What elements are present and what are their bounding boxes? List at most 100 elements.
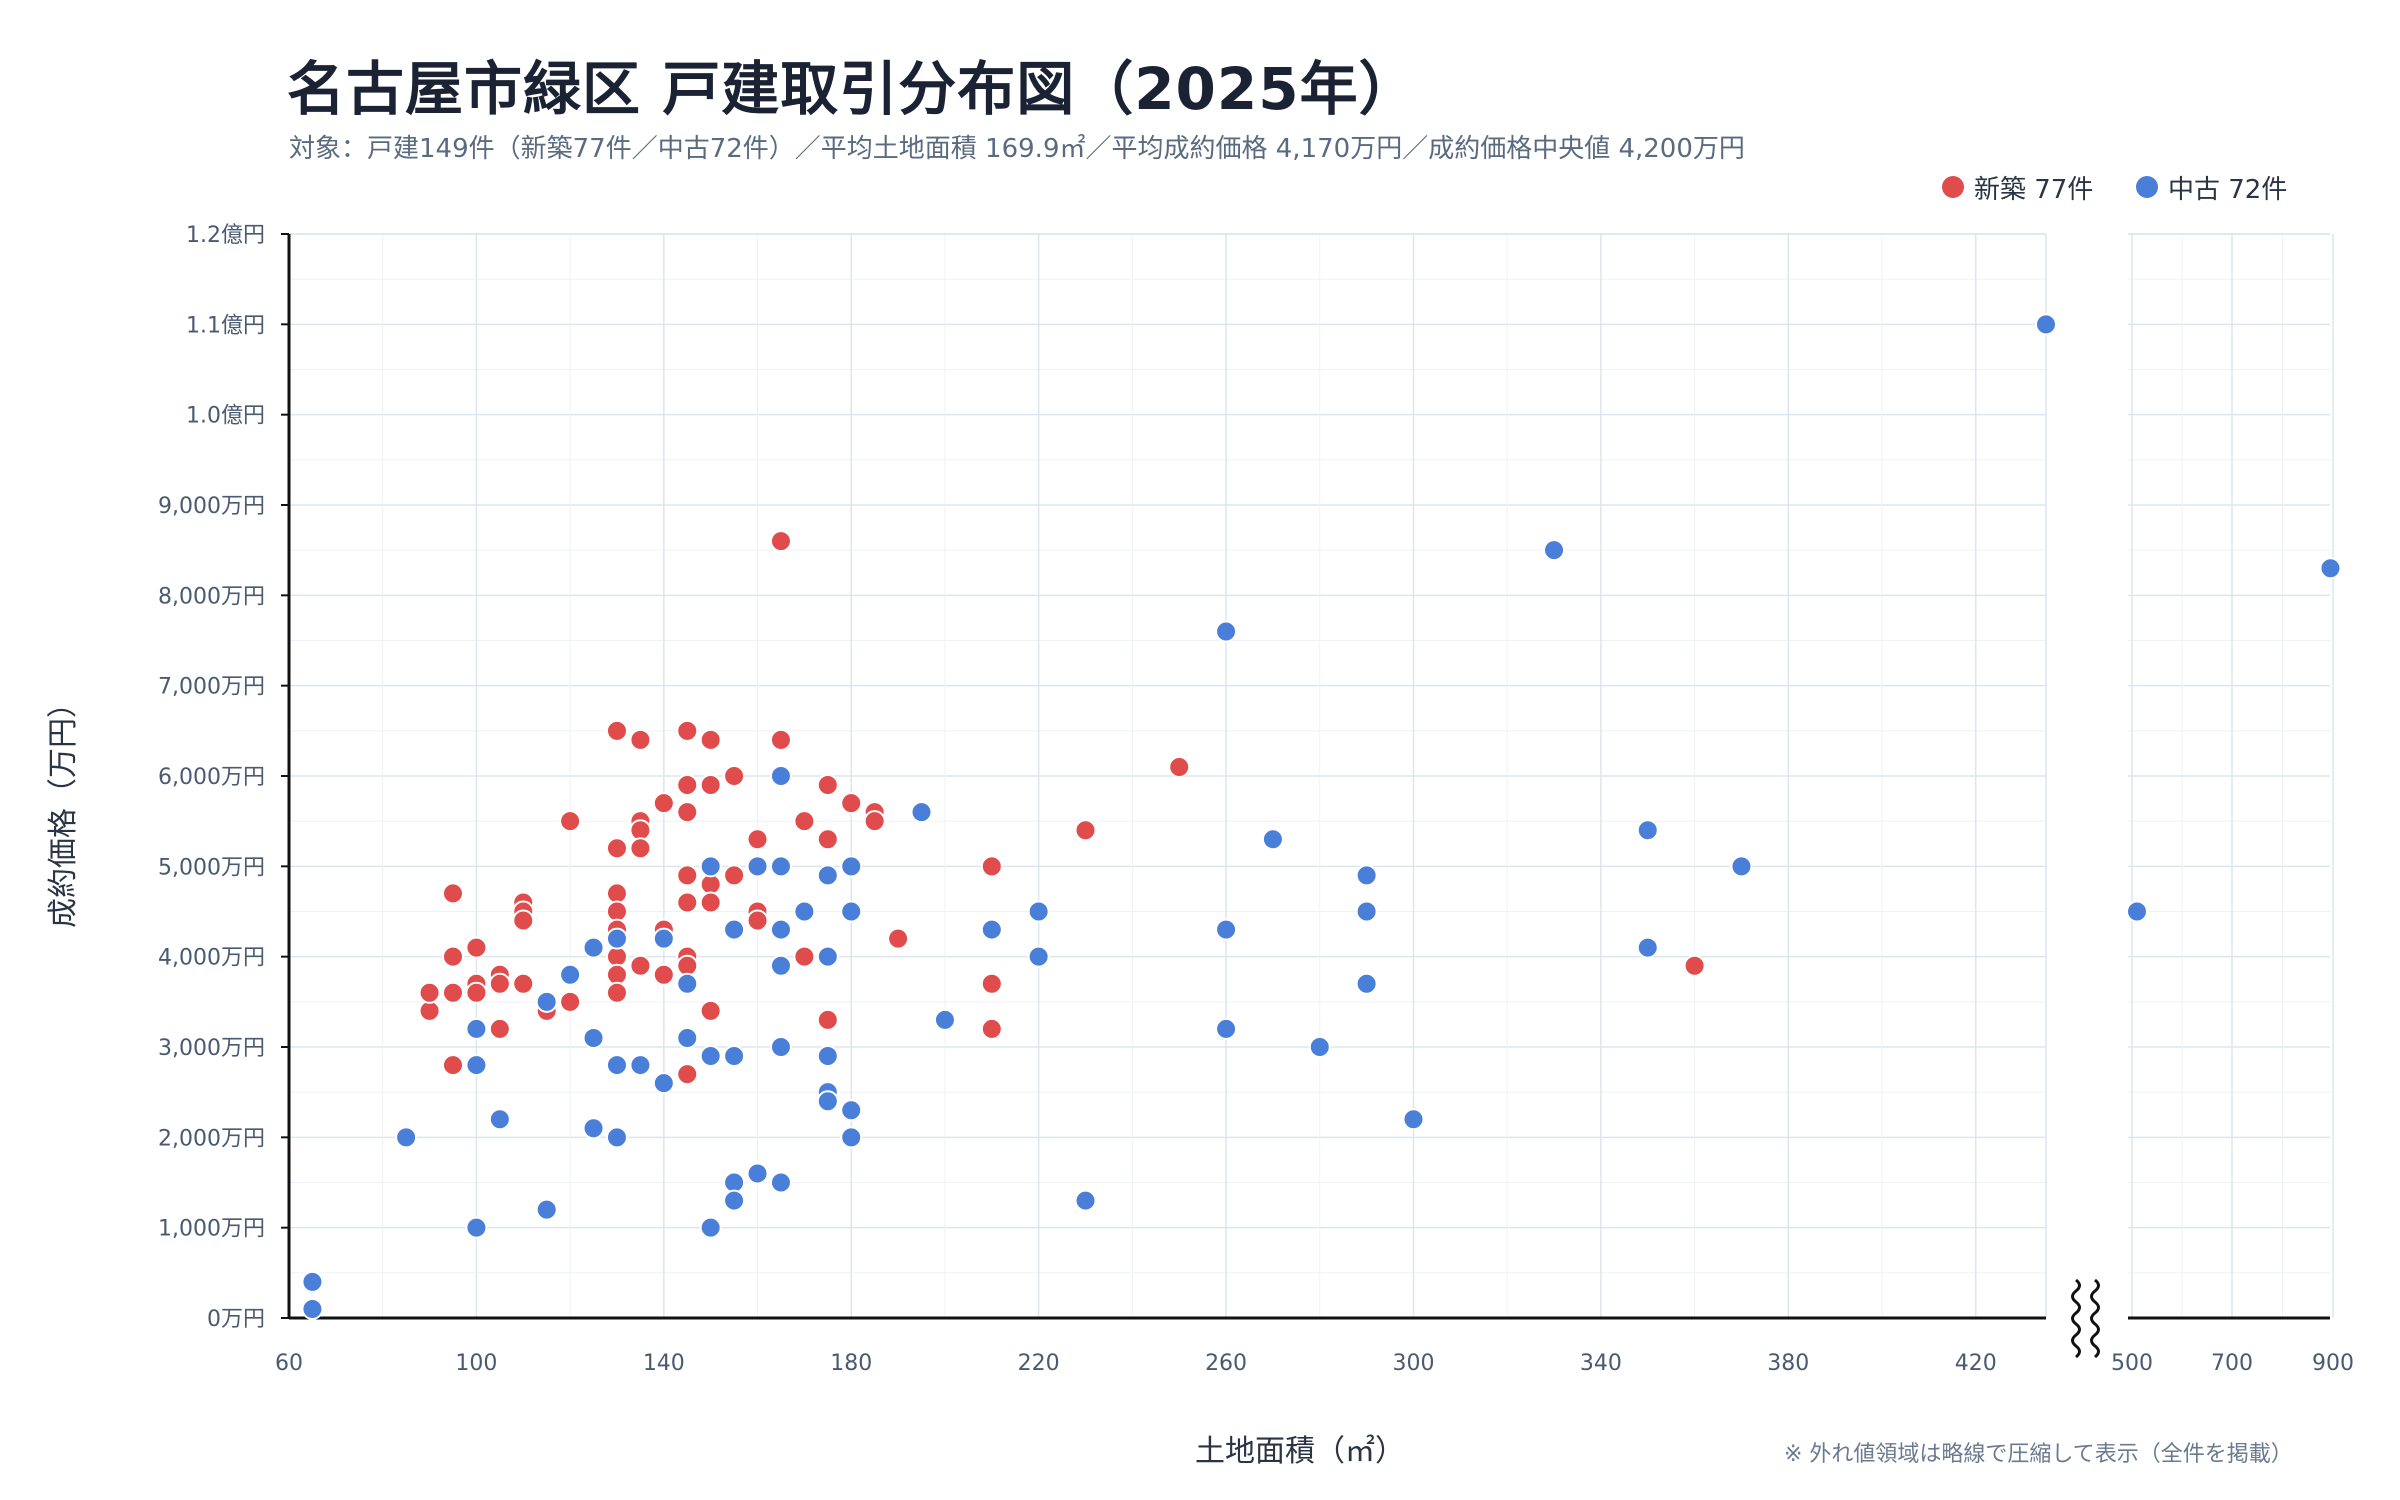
point-new [629, 837, 652, 860]
point-new [699, 891, 722, 914]
point-used [699, 855, 722, 878]
point-new [980, 972, 1003, 995]
point-used [1355, 900, 1378, 923]
point-used [1215, 620, 1238, 643]
y-tick-label: 6,000万円 [158, 765, 265, 790]
point-new [723, 864, 746, 887]
point-used [1543, 539, 1566, 562]
point-new [441, 882, 464, 905]
point-new [418, 981, 441, 1004]
point-new [699, 728, 722, 751]
point-used [1355, 972, 1378, 995]
point-new [816, 1008, 839, 1031]
point-used [488, 1108, 511, 1131]
point-used [699, 1216, 722, 1239]
legend-item-used[interactable]: 中古 72件 [2136, 170, 2287, 205]
point-new [1683, 954, 1706, 977]
point-used [933, 1008, 956, 1031]
point-new [488, 972, 511, 995]
point-used [605, 927, 628, 950]
x-axis-label: 土地面積（㎡） [1195, 1434, 1405, 1469]
point-used [676, 1026, 699, 1049]
point-used [1636, 819, 1659, 842]
point-used [723, 1189, 746, 1212]
point-used [559, 963, 582, 986]
point-new [512, 909, 535, 932]
point-used [746, 1162, 769, 1185]
point-used [605, 1054, 628, 1077]
legend-item-new[interactable]: 新築 77件 [1942, 170, 2094, 205]
point-used [769, 765, 792, 787]
point-new [746, 909, 769, 932]
point-new [418, 999, 441, 1022]
y-tick-label: 4,000万円 [158, 946, 265, 971]
legend-marker-used [2136, 176, 2158, 198]
point-used [980, 918, 1003, 941]
point-used [465, 1054, 488, 1077]
point-new [465, 936, 488, 959]
y-tick-label: 5,000万円 [158, 855, 265, 880]
point-new [676, 774, 699, 797]
point-new [840, 792, 863, 815]
point-used [535, 1198, 558, 1221]
point-new [652, 963, 675, 986]
point-new [605, 981, 628, 1004]
x-tick-label: 180 [830, 1351, 872, 1376]
y-tick-label: 9,000万円 [158, 494, 265, 519]
point-new [816, 828, 839, 851]
point-used [605, 1126, 628, 1149]
point-used [1261, 828, 1284, 851]
y-tick-label: 1,000万円 [158, 1217, 265, 1242]
point-new [676, 954, 699, 977]
chart-title: 名古屋市緑区 戸建取引分布図（2025年） [287, 55, 1418, 123]
point-used [816, 945, 839, 968]
y-tick-label: 3,000万円 [158, 1036, 265, 1061]
point-new [1074, 819, 1097, 842]
x-tick-label: 340 [1580, 1351, 1622, 1376]
point-used [746, 855, 769, 878]
point-used [2126, 900, 2148, 923]
point-used [769, 855, 792, 878]
x-tick-label: 900 [2312, 1351, 2354, 1376]
point-new [699, 873, 722, 896]
x-tick-label: 100 [455, 1351, 497, 1376]
x-tick-label: 140 [643, 1351, 685, 1376]
point-new [1168, 755, 1191, 778]
point-used [1730, 855, 1753, 878]
point-new [465, 981, 488, 1004]
point-used [465, 1017, 488, 1040]
point-new [769, 728, 792, 751]
point-used [395, 1126, 418, 1149]
point-used [1027, 945, 1050, 968]
point-used [582, 936, 605, 959]
point-used [2319, 557, 2342, 580]
point-used [699, 1045, 722, 1068]
y-tick-label: 7,000万円 [158, 675, 265, 700]
point-new [652, 792, 675, 815]
point-new [863, 810, 886, 833]
y-tick-label: 2,000万円 [158, 1126, 265, 1151]
point-used [1308, 1036, 1331, 1058]
point-new [488, 1017, 511, 1040]
point-new [559, 990, 582, 1013]
legend-label-new: 新築 77件 [1974, 174, 2094, 205]
point-used [629, 1054, 652, 1077]
point-new [676, 864, 699, 887]
point-used [840, 900, 863, 923]
axis-break-right-icon [2090, 1278, 2100, 1359]
point-new [605, 882, 628, 905]
point-new [746, 828, 769, 851]
point-used [676, 972, 699, 995]
point-used [1636, 936, 1659, 959]
x-tick-label: 260 [1205, 1351, 1247, 1376]
point-new [676, 719, 699, 742]
point-used [1402, 1108, 1425, 1131]
x-tick-label: 300 [1392, 1351, 1434, 1376]
y-tick-label: 8,000万円 [158, 584, 265, 609]
point-new [629, 819, 652, 842]
point-used [723, 1045, 746, 1068]
point-new [559, 810, 582, 833]
point-new [441, 981, 464, 1004]
point-used [793, 900, 816, 923]
x-tick-label: 380 [1767, 1351, 1809, 1376]
